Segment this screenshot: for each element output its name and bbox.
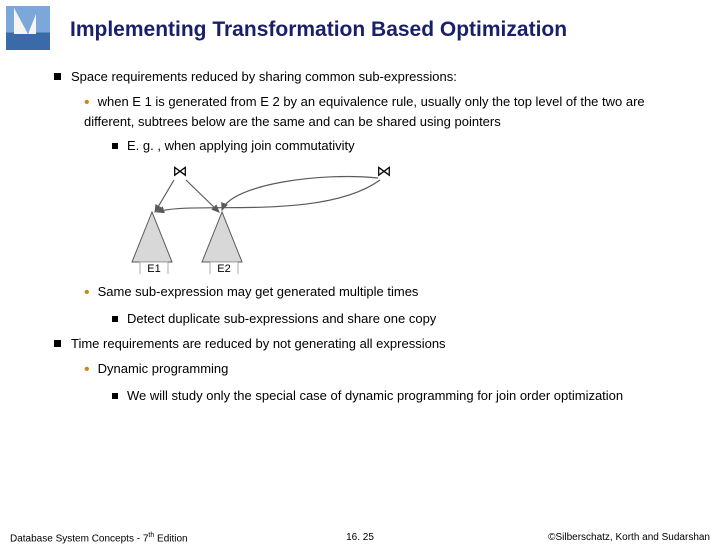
- bullet-level3: E. g. , when applying join commutativity: [112, 137, 696, 155]
- square-bullet-icon: [54, 340, 61, 347]
- bullet-level3: Detect duplicate sub-expressions and sha…: [112, 310, 696, 328]
- sail-shape-2: [28, 14, 36, 34]
- footer-right: ©Silberschatz, Korth and Sudarshan: [548, 532, 710, 543]
- logo-image: [6, 6, 50, 50]
- slide-title: Implementing Transformation Based Optimi…: [70, 18, 710, 42]
- bullet-text: when E 1 is generated from E 2 by an equ…: [84, 94, 645, 130]
- bullet-text: E. g. , when applying join commutativity: [127, 138, 355, 153]
- bullet-level1: Time requirements are reduced by not gen…: [54, 335, 696, 353]
- join-symbol-right: ⋈: [377, 163, 392, 180]
- bullet-text: Dynamic programming: [98, 361, 229, 376]
- footer-center: 16. 25: [346, 532, 374, 543]
- bullet-text: Detect duplicate sub-expressions and sha…: [127, 311, 436, 326]
- square-bullet-icon: [112, 316, 118, 322]
- bullet-text: Space requirements reduced by sharing co…: [71, 69, 457, 84]
- dot-bullet-icon: •: [84, 284, 90, 301]
- join-diagram: ⋈ ⋈ E1 E2: [122, 162, 442, 274]
- footer-left-b: Edition: [154, 533, 187, 544]
- footer-left: Database System Concepts - 7th Edition: [10, 532, 188, 544]
- bullet-text: Time requirements are reduced by not gen…: [71, 336, 446, 351]
- dot-bullet-icon: •: [84, 94, 90, 111]
- join-symbol-left: ⋈: [173, 163, 188, 180]
- square-bullet-icon: [112, 393, 118, 399]
- footer-left-a: Database System Concepts - 7: [10, 533, 148, 544]
- bullet-level2: • Same sub-expression may get generated m…: [84, 282, 696, 304]
- subtree-e1: [132, 212, 172, 262]
- bullet-level1: Space requirements reduced by sharing co…: [54, 68, 696, 86]
- dot-bullet-icon: •: [84, 361, 90, 378]
- subtree-e2: [202, 212, 242, 262]
- bullet-text: We will study only the special case of d…: [127, 388, 623, 403]
- label-e2: E2: [217, 263, 230, 274]
- diagram-svg: ⋈ ⋈ E1 E2: [122, 162, 442, 274]
- square-bullet-icon: [112, 143, 118, 149]
- bullet-level3: We will study only the special case of d…: [112, 387, 696, 405]
- square-bullet-icon: [54, 73, 61, 80]
- edge-left-to-e1: [155, 180, 174, 212]
- slide-content: Space requirements reduced by sharing co…: [54, 68, 696, 408]
- bullet-level2: • Dynamic programming: [84, 359, 696, 381]
- bullet-text: Same sub-expression may get generated mu…: [98, 284, 419, 299]
- sail-shape: [14, 8, 28, 34]
- bullet-level2: •when E 1 is generated from E 2 by an eq…: [84, 92, 696, 131]
- label-e1: E1: [147, 263, 160, 274]
